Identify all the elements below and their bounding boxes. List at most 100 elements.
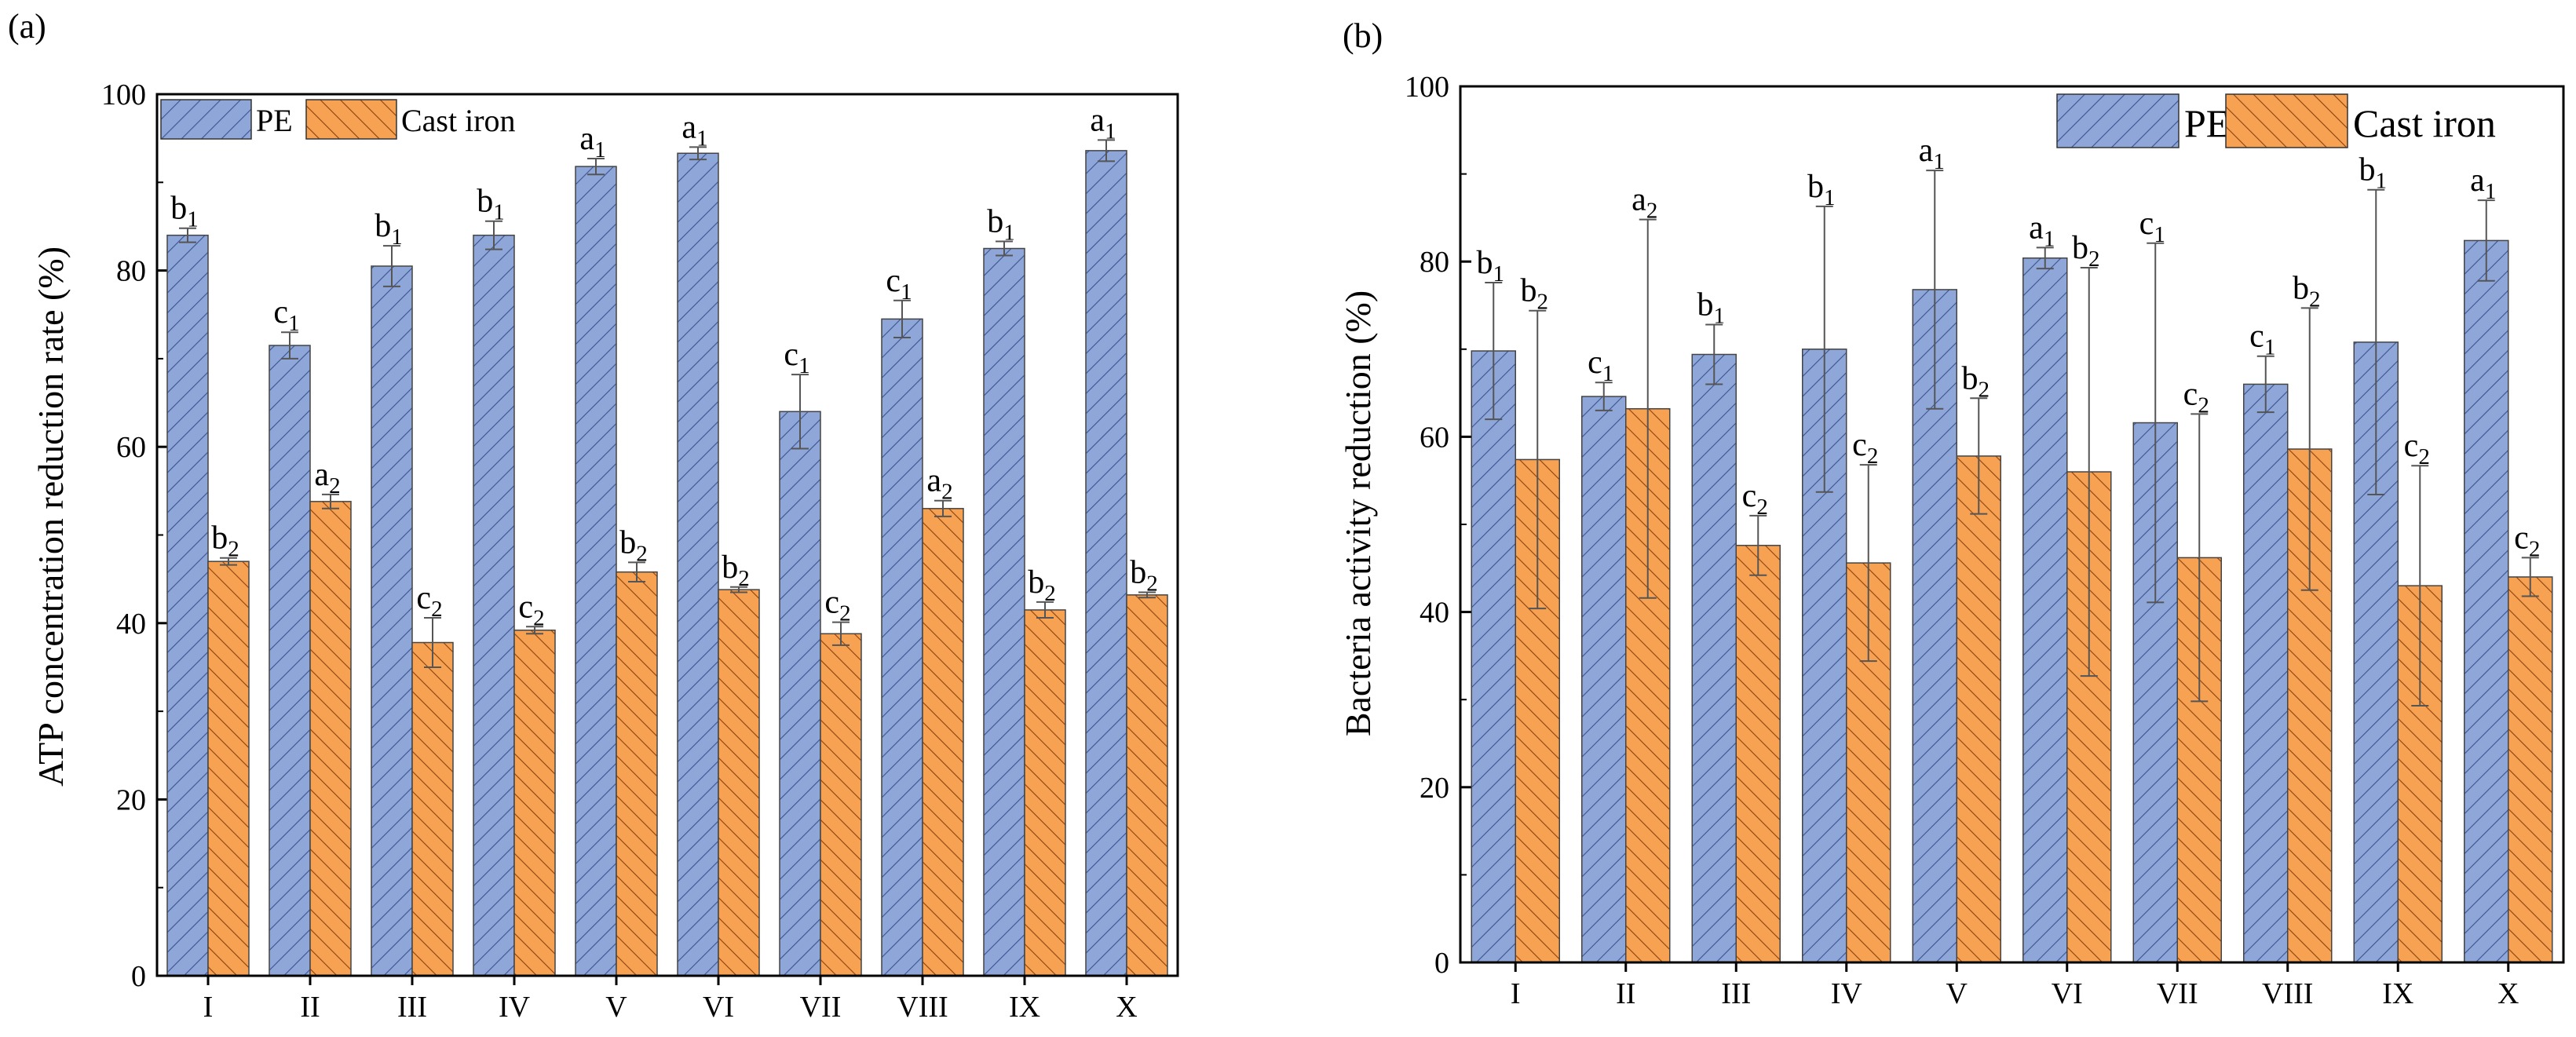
- y-tick-label: 80: [116, 255, 146, 288]
- error-bar-pe: [587, 157, 605, 176]
- legend-swatch-pe: [160, 99, 252, 140]
- significance-label-pe: b1: [1477, 245, 1505, 287]
- error-bar-cast-iron: [220, 557, 237, 566]
- error-bar-cast-iron: [1859, 464, 1877, 663]
- error-bar-cast-iron: [1639, 218, 1657, 599]
- error-bar-cast-iron: [526, 626, 543, 635]
- significance-label-pe: b1: [1807, 169, 1836, 210]
- error-bar-cast-iron: [2300, 307, 2318, 591]
- x-tick-label: IX: [2382, 977, 2413, 1010]
- bar-cast-iron: [2508, 576, 2553, 963]
- significance-label-pe: c1: [2139, 206, 2165, 247]
- chart-panel-a: (a) ATP concentration reduction rate (%)…: [8, 7, 1179, 1024]
- bar-pe: [2243, 383, 2289, 963]
- significance-label-cast-iron: b2: [2072, 230, 2100, 272]
- x-tick-label: IV: [499, 991, 531, 1024]
- significance-label-pe: a1: [579, 121, 605, 162]
- error-bar-pe: [2036, 246, 2054, 270]
- y-tick-label: 100: [101, 79, 146, 111]
- y-tick-label: 40: [1420, 597, 1449, 630]
- bar-cast-iron: [718, 589, 760, 977]
- bar-cast-iron: [411, 641, 454, 977]
- x-tick-label: III: [397, 991, 427, 1024]
- bar-pe: [1085, 150, 1127, 977]
- bar-pe: [983, 247, 1025, 977]
- significance-label-cast-iron: b2: [2293, 270, 2321, 312]
- error-bar-cast-iron: [832, 621, 850, 646]
- y-tick-label: 80: [1420, 246, 1449, 279]
- y-tick-label: 100: [1405, 71, 1449, 104]
- error-bar-cast-iron: [730, 586, 747, 593]
- y-axis-title: ATP concentration reduction rate (%): [31, 246, 71, 787]
- error-bar-pe: [281, 331, 298, 360]
- error-bar-cast-iron: [424, 617, 441, 668]
- x-tick-label: I: [203, 991, 214, 1024]
- legend-swatch-cast-iron: [305, 99, 397, 140]
- chart-panel-b: (b) Bacteria activity reduction (%) 0 20 4…: [1338, 16, 2565, 1010]
- legend-label-cast-iron: Cast iron: [2353, 101, 2496, 145]
- x-tick-label: X: [1116, 991, 1137, 1024]
- significance-label-pe: c1: [886, 263, 912, 305]
- error-bar-pe: [1595, 382, 1613, 411]
- legend-label-cast-iron: Cast iron: [401, 103, 516, 138]
- bar-cast-iron: [513, 630, 556, 977]
- panel-label: (a): [8, 7, 46, 46]
- error-bar-pe: [1098, 139, 1115, 162]
- bar-pe: [881, 318, 923, 977]
- error-bar-pe: [1705, 323, 1723, 385]
- y-tick-label: 20: [116, 783, 146, 816]
- error-bar-cast-iron: [1749, 514, 1767, 576]
- significance-label-cast-iron: b2: [211, 520, 239, 562]
- x-tick-label: II: [300, 991, 320, 1024]
- error-bar-cast-iron: [1529, 309, 1547, 610]
- error-bar-cast-iron: [2521, 557, 2539, 597]
- legend: PE Cast iron: [160, 99, 516, 140]
- significance-label-cast-iron: c2: [2404, 428, 2430, 469]
- x-tick-label: I: [1511, 977, 1521, 1010]
- x-tick-label: VIII: [897, 991, 948, 1024]
- significance-label-pe: b1: [375, 208, 403, 250]
- legend-label-pe: PE: [256, 103, 293, 138]
- legend: PE Cast iron: [2056, 93, 2496, 148]
- plot-frame: [155, 93, 1179, 977]
- error-bar-cast-iron: [934, 499, 952, 517]
- significance-label-pe: a1: [1919, 133, 1945, 174]
- significance-label-cast-iron: c2: [416, 580, 442, 622]
- y-tick-label: 40: [116, 608, 146, 641]
- significance-label-pe: a1: [1090, 102, 1116, 144]
- bar-pe: [575, 166, 617, 977]
- significance-label-pe: a1: [2470, 162, 2496, 204]
- error-bar-pe: [689, 146, 707, 161]
- bar-pe: [473, 234, 515, 977]
- x-tick-label: IX: [1009, 991, 1040, 1024]
- bar-cast-iron: [1024, 609, 1066, 977]
- x-tick-label: IV: [1831, 977, 1863, 1010]
- significance-label-cast-iron: c2: [1852, 427, 1878, 469]
- significance-label-cast-iron: b2: [1028, 564, 1056, 606]
- error-bar-pe: [996, 240, 1013, 257]
- significance-label-pe: b1: [2359, 152, 2388, 194]
- significance-label-pe: a1: [681, 109, 707, 151]
- legend-swatch-cast-iron: [2225, 93, 2348, 148]
- x-tick-label: V: [605, 991, 627, 1024]
- legend-swatch-pe: [2056, 93, 2180, 148]
- significance-label-cast-iron: c2: [824, 585, 850, 626]
- bar-pe: [2464, 239, 2509, 963]
- error-bar-pe: [2367, 188, 2385, 496]
- significance-label-pe: c1: [1588, 345, 1613, 386]
- error-bar-pe: [893, 299, 911, 338]
- x-tick-label: X: [2497, 977, 2519, 1010]
- bar-cast-iron: [922, 508, 964, 977]
- bar-pe: [2022, 257, 2068, 963]
- significance-label-cast-iron: a2: [314, 457, 340, 498]
- plot-area: 0 20 40 60 80 100 Ib1 b2 II c1 a2 III b1 c2 IV b1 c2 Va1 b…: [1405, 71, 2553, 1010]
- x-tick-label: VII: [2157, 977, 2198, 1010]
- x-tick-label: V: [1946, 977, 1968, 1010]
- error-bar-pe: [485, 220, 502, 250]
- error-bar-cast-iron: [2191, 413, 2209, 703]
- significance-label-cast-iron: b2: [722, 550, 750, 591]
- x-tick-label: VII: [800, 991, 842, 1024]
- bar-cast-iron: [820, 633, 862, 977]
- significance-label-cast-iron: b2: [1521, 273, 1549, 315]
- significance-label-cast-iron: b2: [1130, 554, 1158, 596]
